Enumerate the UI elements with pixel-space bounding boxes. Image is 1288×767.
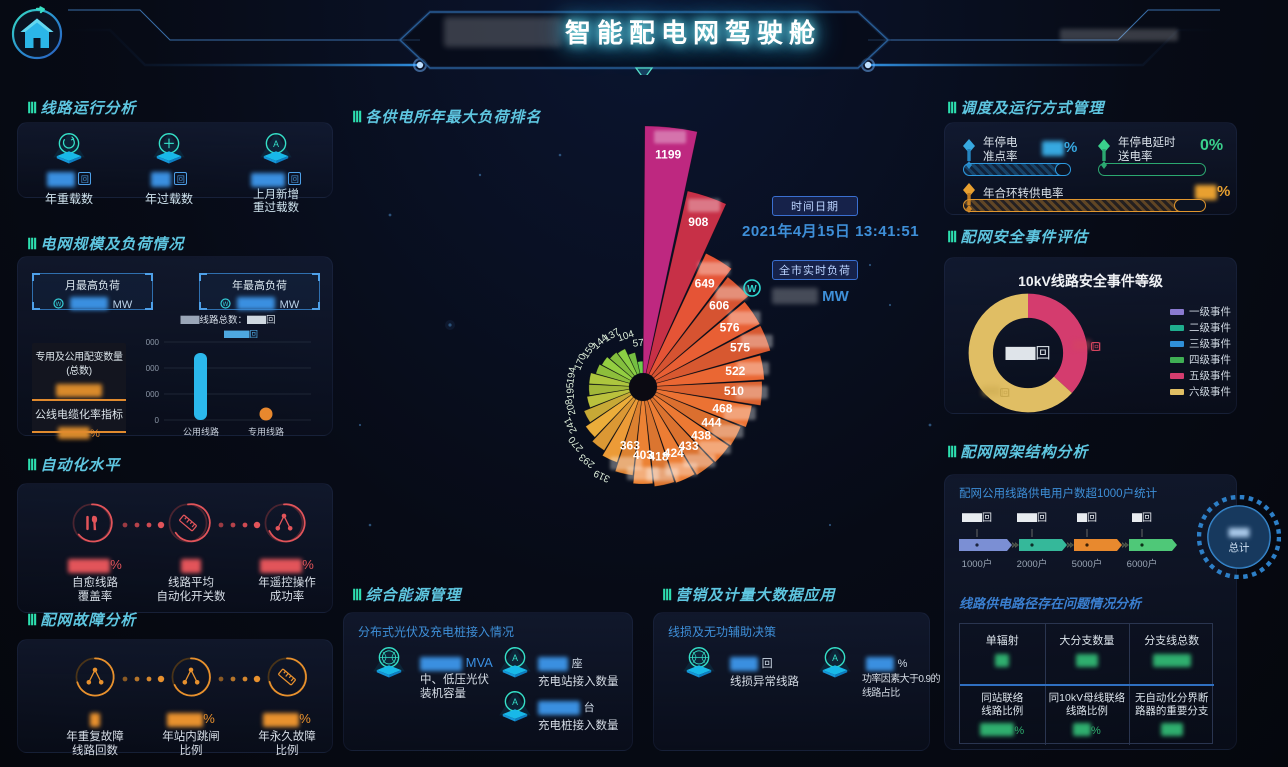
svg-text:▇▇▇: ▇▇▇ (1228, 527, 1251, 538)
svg-text:6000户: 6000户 (1127, 558, 1158, 570)
svg-text:▇回: ▇回 (1132, 512, 1152, 524)
svg-text:▇▇回: ▇▇回 (962, 512, 992, 524)
svg-text:5000户: 5000户 (1072, 558, 1103, 570)
svg-text:1000户: 1000户 (962, 558, 993, 570)
svg-text:▇回: ▇回 (1077, 512, 1097, 524)
svg-text:2000户: 2000户 (1017, 558, 1048, 570)
svg-text:▇▇回: ▇▇回 (1017, 512, 1047, 524)
svg-text:▇▇回: ▇▇回 (1005, 345, 1050, 362)
svg-text:总计: 总计 (1229, 541, 1251, 554)
